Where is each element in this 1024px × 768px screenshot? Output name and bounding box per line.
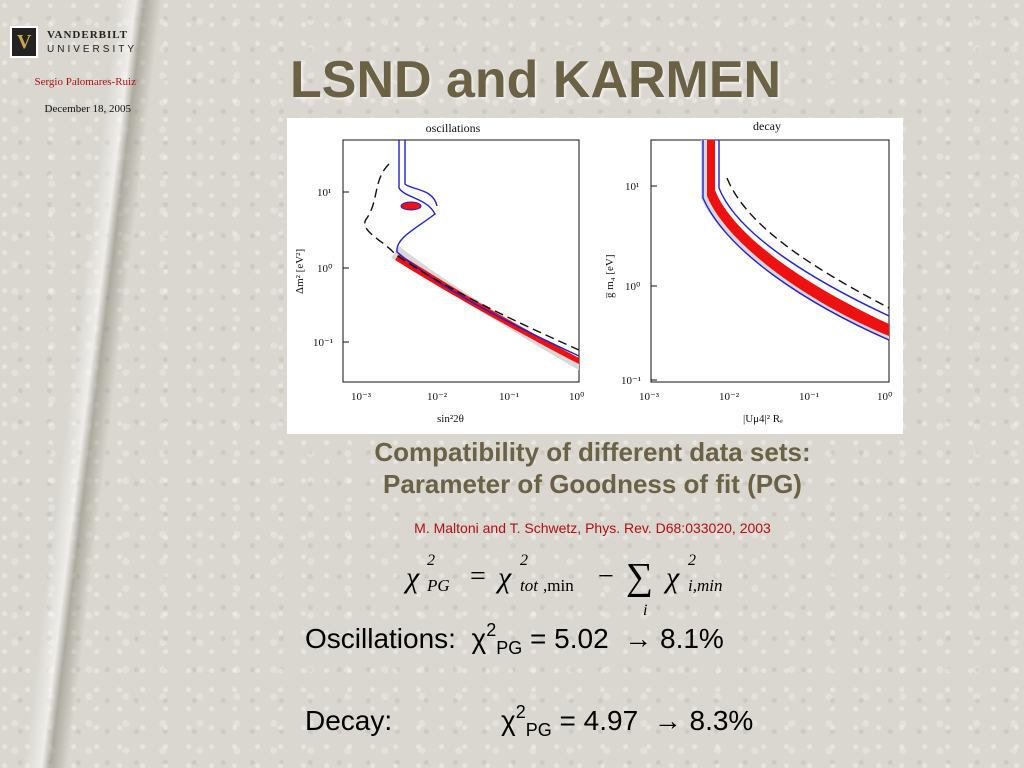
vanderbilt-logo: V VANDERBILT UNIVERSITY (10, 26, 135, 62)
result-label: Oscillations: (305, 623, 456, 654)
sidebar-edge (23, 0, 162, 768)
result-probability: → 8.1% (624, 623, 724, 654)
pg-formula: χ 2 PG = χ 2 tot ,min − ∑ i χ 2 i,min (400, 545, 760, 620)
result-sub: PG (496, 638, 523, 658)
formula-tot: tot (520, 576, 539, 595)
left-xlabel: sin²2θ (437, 413, 464, 425)
formula-sq: 2 (427, 552, 435, 569)
left-xtick: 10⁻³ (351, 391, 372, 403)
result-chi: χ (501, 705, 516, 736)
formula-chi3: χ (663, 561, 680, 594)
right-ytick: 10¹ (625, 181, 639, 193)
result-value: = 5.02 (530, 623, 609, 654)
result-probability: → 8.3% (653, 705, 754, 736)
right-panel: decay 10¹ 10⁰ 10⁻¹ 10⁻³ 10⁻² 10⁻¹ 10⁰ |U… (604, 119, 893, 425)
slide-subtitle: Compatibility of different data sets: Pa… (290, 436, 895, 500)
left-ytick: 10¹ (317, 187, 331, 199)
left-xtick: 10⁰ (569, 391, 585, 403)
right-ytick: 10⁰ (625, 281, 641, 293)
right-ytick: 10⁻¹ (621, 375, 641, 387)
slide-title: LSND and KARMEN (290, 51, 782, 109)
formula-sq2: 2 (520, 552, 528, 569)
decay-result: Decay: χ2PG = 4.97 → 8.3% (305, 702, 753, 741)
formula-pg: PG (426, 576, 450, 595)
right-ylabel: g̅ m₄ [eV] (604, 254, 616, 298)
left-panel-title: oscillations (426, 121, 481, 135)
presentation-date: December 18, 2005 (44, 103, 131, 115)
right-xtick: 10⁰ (877, 391, 893, 403)
author-name: Sergio Palomares-Ruiz (34, 76, 136, 88)
right-xtick: 10⁻³ (639, 391, 660, 403)
right-xtick: 10⁻¹ (799, 391, 819, 403)
left-ylabel: Δm² [eV²] (294, 249, 306, 294)
left-xtick: 10⁻¹ (499, 391, 519, 403)
shield-icon: V (10, 26, 38, 58)
plot-figure: oscillations 10¹ 10⁰ 10⁻¹ 10⁻³ 10⁻² 10⁻¹… (287, 118, 903, 434)
reference-citation: M. Maltoni and T. Schwetz, Phys. Rev. D6… (414, 520, 771, 536)
formula-chi2: χ (495, 561, 512, 594)
result-sup: 2 (486, 620, 497, 640)
subtitle-line1: Compatibility of different data sets: (374, 437, 811, 467)
formula-min: ,min (543, 576, 574, 595)
result-value: = 4.97 (559, 705, 639, 736)
formula-sq3: 2 (688, 552, 696, 569)
left-ytick: 10⁰ (317, 263, 333, 275)
formula-i: i (643, 602, 647, 619)
left-ytick: 10⁻¹ (313, 337, 333, 349)
formula-sum: ∑ (626, 556, 653, 598)
formula-imin: i,min (688, 576, 722, 595)
logo-line1: VANDERBILT (47, 29, 128, 41)
logo-line2: UNIVERSITY (47, 44, 138, 55)
left-panel: oscillations 10¹ 10⁰ 10⁻¹ 10⁻³ 10⁻² 10⁻¹… (294, 121, 585, 425)
subtitle-line2: Parameter of Goodness of fit (PG) (383, 469, 802, 499)
left-xtick: 10⁻² (427, 391, 448, 403)
formula-chi: χ (403, 561, 420, 594)
result-sub: PG (525, 720, 552, 740)
result-sup: 2 (515, 702, 526, 722)
right-panel-title: decay (753, 119, 781, 133)
oscillations-result: Oscillations: χ2PG = 5.02 → 8.1% (305, 620, 724, 659)
right-xlabel: |Uμ4|² Rₑ (743, 413, 783, 425)
result-label: Decay: (305, 705, 393, 736)
formula-minus: − (598, 561, 614, 592)
formula-eq: = (470, 561, 486, 592)
result-chi: χ (471, 623, 487, 654)
right-xtick: 10⁻² (719, 391, 740, 403)
